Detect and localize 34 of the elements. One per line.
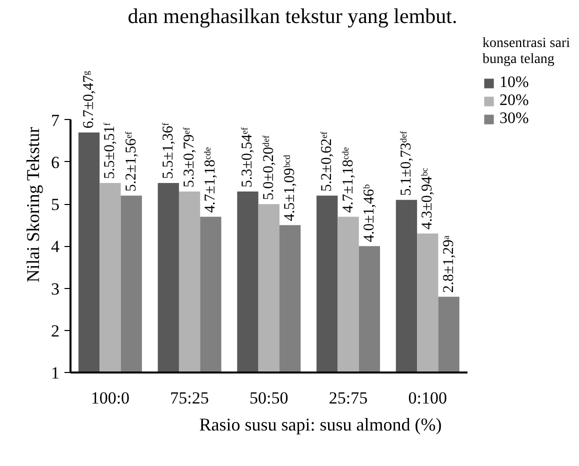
data-label: 6.7±0,47ᵍ — [81, 70, 98, 128]
y-tick-label: 7 — [51, 110, 60, 130]
x-axis-title: Rasio susu sapi: susu almond (%) — [199, 414, 442, 434]
data-label: 4.3±0,94ᵇᶜ — [420, 168, 436, 230]
x-tick-label: 75:25 — [170, 388, 209, 408]
x-tick-label: 0:100 — [408, 388, 448, 408]
legend-label: 30% — [500, 110, 529, 128]
y-tick-label: 1 — [51, 364, 60, 382]
legend-label: 10% — [500, 74, 529, 92]
data-label: 5.0±0,20ᵈᵉᶠ — [260, 134, 277, 200]
data-label: 4.0±1,46ᵇ — [361, 184, 378, 242]
y-tick-label: 3 — [51, 279, 60, 298]
data-label: 4.7±1,18ᶜᵈᵉ — [202, 146, 219, 213]
data-label: 2.8±1,29ᵃ — [440, 235, 457, 293]
y-tick-label: 5 — [51, 195, 60, 214]
x-tick-label: 25:75 — [328, 388, 368, 408]
legend-label: 20% — [500, 92, 529, 110]
data-label: 5.3±0,79ᵉᶠ — [182, 126, 198, 188]
data-label: 5.2±1,56ᵉᶠ — [123, 130, 140, 192]
x-tick-label: 100:0 — [90, 388, 130, 408]
data-label: 4.5±1,09ᵇᶜᵈ — [282, 154, 298, 222]
data-label: 5.5±1,36ᶠ — [160, 122, 176, 180]
y-tick-label: 6 — [51, 152, 60, 172]
data-label: 5.1±0,73ᵈᵉᶠ — [398, 130, 414, 196]
data-label: 5.3±0,54ᵉᶠ — [240, 126, 256, 188]
y-tick-label: 2 — [51, 321, 60, 340]
data-label: 4.7±1,18ᶜᵈᵉ — [340, 146, 356, 213]
y-tick-label: 4 — [51, 237, 60, 256]
data-label: 5.5±0,51ᶠ — [102, 122, 118, 180]
x-tick-label: 50:50 — [250, 388, 288, 408]
data-label: 5.2±0,62ᵉᶠ — [319, 130, 336, 192]
legend-title: konsentrasi sari bunga telang — [482, 36, 570, 68]
y-axis-title: Nilai Skoring Tekstur — [23, 126, 43, 282]
text: dan menghasilkan tekstur yang lembut. — [128, 4, 458, 28]
